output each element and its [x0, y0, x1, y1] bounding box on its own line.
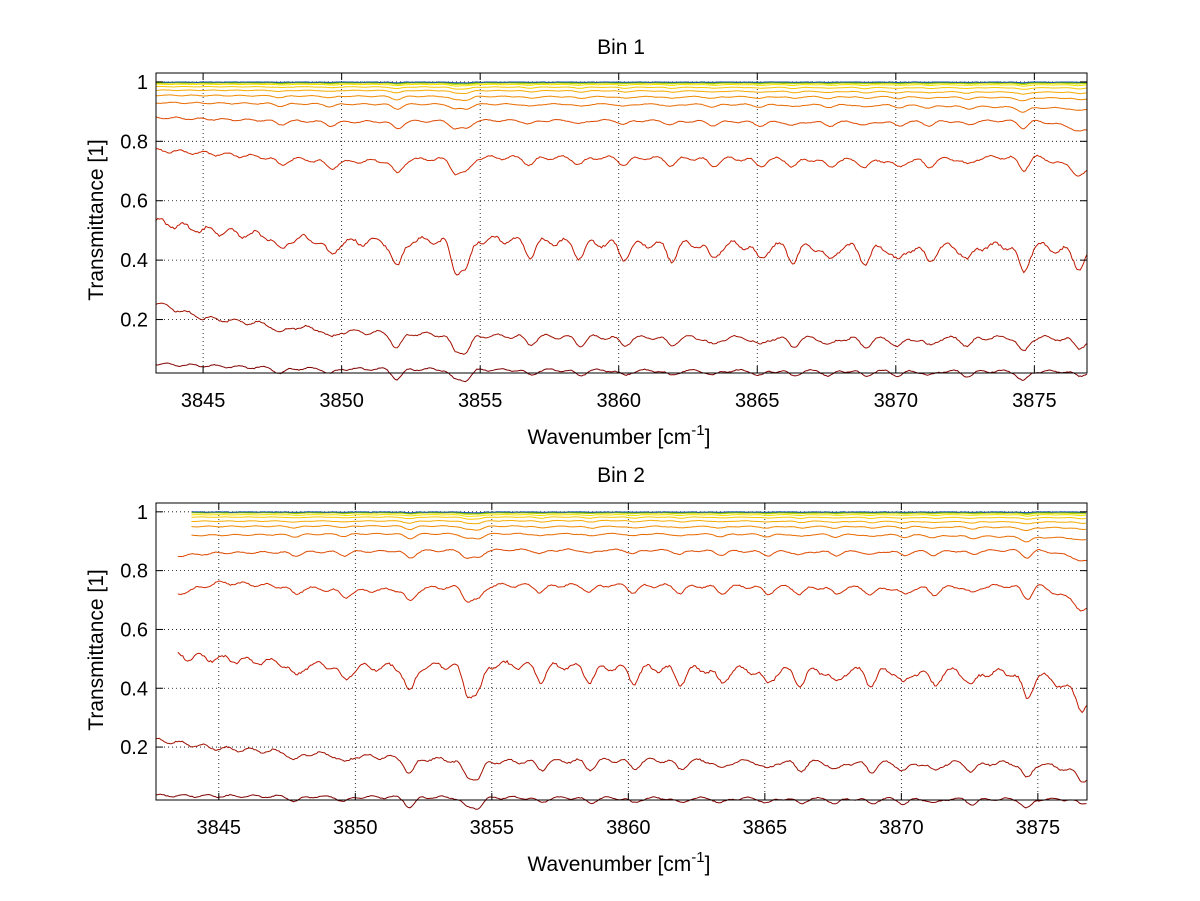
x-tick-label: 3860 [596, 390, 641, 412]
x-tick-label: 3865 [743, 817, 788, 839]
x-tick-label: 3850 [333, 817, 378, 839]
spectrum-line [155, 362, 1088, 383]
spectrum-line [155, 116, 1088, 132]
x-tick-label: 3870 [879, 817, 924, 839]
spectrum-line [191, 532, 1086, 543]
y-tick-label: 1 [137, 502, 148, 524]
x-tick-label: 3850 [319, 390, 364, 412]
x-axis-label: Wavenumber [cm-1] [528, 422, 711, 449]
x-tick-label: 3875 [1016, 817, 1061, 839]
y-axis-label: Transmittance [1] [85, 139, 108, 300]
y-tick-label: 1 [137, 72, 148, 94]
x-axis-label-end: ] [705, 853, 711, 876]
spectrum-line [177, 548, 1088, 562]
spectrum-line [156, 81, 1088, 84]
spectrum-line [155, 217, 1088, 276]
x-tick-label: 3845 [197, 817, 242, 839]
x-tick-label: 3865 [735, 390, 780, 412]
spectrum-line [177, 651, 1088, 714]
x-tick-label: 3875 [1012, 390, 1057, 412]
x-tick-label: 3855 [470, 817, 515, 839]
x-axis-label-superscript: -1 [691, 422, 704, 439]
y-tick-label: 0.4 [120, 678, 148, 700]
spectrum-line [191, 511, 1086, 514]
tick-group: 3845 3850 3855 3860 3865 3870 3875 0.2 0.4 0.6 0.8… [120, 502, 1087, 839]
chart-title: Bin 2 [597, 464, 645, 487]
x-tick-label: 3860 [606, 817, 651, 839]
series-group [155, 511, 1088, 810]
y-axis-label: Transmittance [1] [85, 569, 108, 730]
spectrum-line [155, 94, 1088, 102]
y-tick-label: 0.2 [120, 310, 148, 332]
y-tick-label: 0.8 [120, 131, 148, 153]
spectrum-line [156, 89, 1088, 95]
spectrum-line [191, 513, 1086, 517]
grid-lines [156, 503, 1087, 800]
chart-title: Bin 1 [597, 36, 645, 59]
y-tick-label: 0.6 [120, 191, 148, 213]
spectrum-line [155, 86, 1088, 90]
y-tick-label: 0.8 [120, 561, 148, 583]
axes-frame [155, 72, 1088, 374]
x-axis-label-text: Wavenumber [cm [528, 853, 692, 876]
spectrum-line [177, 580, 1088, 612]
y-tick-label: 0.4 [120, 250, 148, 272]
tick-group: 3845 3850 3855 3860 3865 3870 3875 0.2 0.4 0.6 0.8… [120, 72, 1087, 412]
spectrum-line [155, 101, 1088, 113]
y-tick-label: 0.2 [120, 737, 148, 759]
y-tick-label: 0.6 [120, 619, 148, 641]
x-tick-label: 3870 [874, 390, 919, 412]
chart-panel-bin-1: Bin 1 3845 3850 3855 3860 3865 3870 3875 0.2 0.4… [85, 36, 1088, 449]
spectrum-line [155, 302, 1088, 355]
x-tick-label: 3845 [181, 390, 226, 412]
x-tick-label: 3855 [458, 390, 503, 412]
x-axis-label-text: Wavenumber [cm [528, 426, 692, 449]
spectrum-line [191, 516, 1087, 520]
axes-frame [155, 502, 1088, 801]
spectrum-line [155, 737, 1087, 783]
spectrum-line [156, 83, 1088, 87]
spectrum-line [156, 82, 1087, 85]
spectrum-line [155, 148, 1088, 177]
series-group [155, 81, 1088, 383]
chart-panel-bin-2: Bin 2 3845 3850 3855 3860 3865 3870 3875 0.2 0.4… [85, 464, 1088, 876]
x-axis-label-superscript: -1 [691, 849, 704, 866]
x-axis-label: Wavenumber [cm-1] [528, 849, 711, 876]
x-axis-label-end: ] [705, 426, 711, 449]
spectrum-line [191, 519, 1086, 525]
spectrum-line [191, 525, 1086, 531]
